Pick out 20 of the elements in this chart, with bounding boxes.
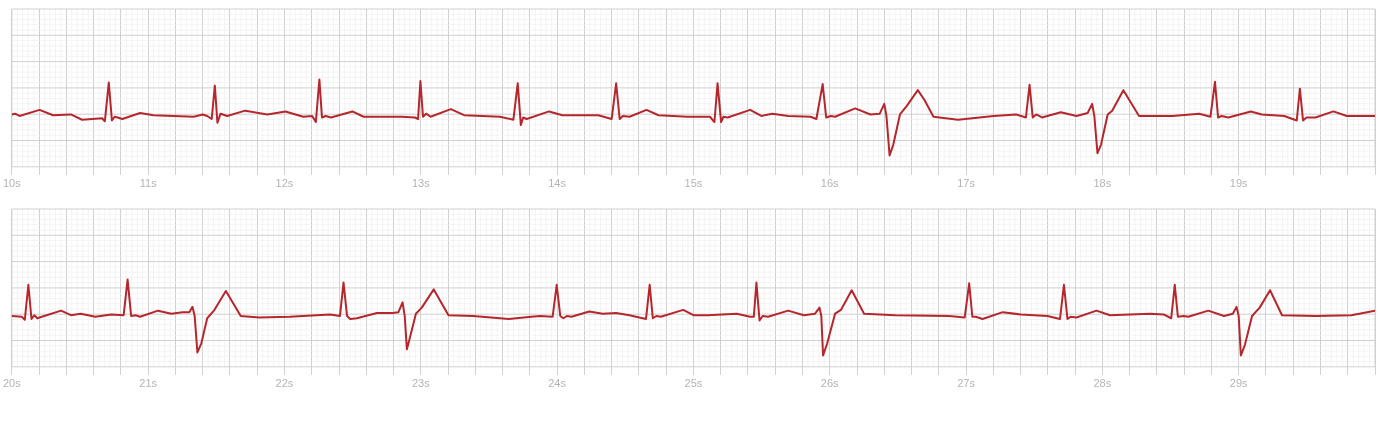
x-tick-label: 26s bbox=[820, 377, 840, 390]
x-tick-label: 19s bbox=[1229, 177, 1249, 190]
x-tick-label: 22s bbox=[275, 377, 294, 390]
x-tick-label: 20s bbox=[2, 377, 22, 390]
x-tick-label: 27s bbox=[957, 377, 976, 390]
x-tick-label: 14s bbox=[548, 177, 567, 190]
x-tick-label: 13s bbox=[411, 177, 431, 190]
x-tick-label: 11s bbox=[139, 177, 158, 190]
x-tick-label: 10s bbox=[2, 177, 22, 190]
x-tick-label: 15s bbox=[684, 177, 703, 190]
x-tick-label: 25s bbox=[684, 377, 703, 390]
x-tick-label: 16s bbox=[820, 177, 840, 190]
x-tick-label: 21s bbox=[139, 377, 158, 390]
x-tick-label: 23s bbox=[411, 377, 431, 390]
x-tick-label: 28s bbox=[1093, 377, 1112, 390]
x-tick-label: 29s bbox=[1229, 377, 1249, 390]
x-tick-label: 17s bbox=[957, 177, 976, 190]
x-tick-label: 24s bbox=[548, 377, 567, 390]
x-tick-label: 12s bbox=[275, 177, 294, 190]
x-tick-label: 18s bbox=[1093, 177, 1112, 190]
